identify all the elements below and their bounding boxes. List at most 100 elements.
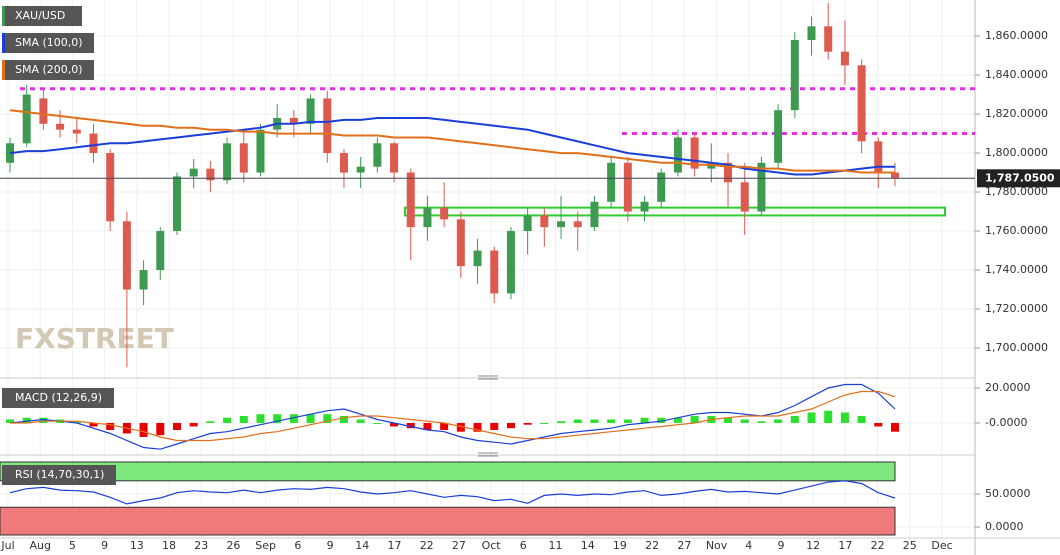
candle-body [22,94,31,144]
x-tick-label: 9 [101,539,108,552]
histogram-bar [156,422,165,436]
histogram-bar [523,422,532,425]
candle-body [607,162,616,202]
histogram-bar [690,415,699,423]
histogram-bar [590,419,599,423]
legend-label: SMA (200,0) [15,63,83,76]
x-tick-label: 19 [613,539,627,552]
legend-label: XAU/USD [15,9,65,22]
candle-body [590,201,599,228]
sma-line [9,117,895,176]
candle-body [623,162,632,212]
histogram-bar [540,422,549,424]
histogram-bar [223,417,232,423]
histogram-bar [306,414,315,423]
candle-body [256,129,265,173]
histogram-bar [356,419,365,423]
histogram-bar [6,419,14,423]
histogram-bar [239,415,248,423]
histogram-bar [189,422,198,427]
y-tick-label: 1,700.0000 [985,341,1048,354]
last-price-box [977,169,1060,188]
y-tick-label: -0.0000 [985,416,1027,429]
candle-body [891,172,899,179]
sma-line [9,109,895,174]
x-tick-label: 12 [806,539,820,552]
candle-body [506,231,515,294]
histogram-bar [557,421,566,423]
candle-body [440,207,449,220]
candle-body [189,168,198,177]
legend-box [2,60,94,80]
candle-body [657,172,666,202]
histogram-bar [89,422,98,427]
candle-body [540,215,549,228]
histogram-bar [406,422,415,429]
y-tick-label: 1,840.0000 [985,68,1048,81]
candle-body [724,162,733,183]
x-tick-label: 17 [387,539,401,552]
candle-body [239,143,248,173]
histogram-bar [891,422,899,432]
grip [478,375,498,457]
histogram-bar [22,417,31,423]
candle-body [774,110,783,163]
legend-swatch [2,6,5,26]
candle-body [673,137,682,173]
histogram-bar [573,419,582,423]
histogram-bar [790,415,799,423]
x-tick-label: Jul [0,539,14,552]
candle-body [423,207,432,228]
x-tick-label: Oct [482,539,502,552]
candle-body [89,133,98,154]
x-tick-label: 27 [677,539,691,552]
x-tick-label: 6 [294,539,301,552]
candle-body [206,168,215,181]
histogram-bar [172,422,181,430]
histogram-bar [673,417,682,423]
candle-body [740,182,749,212]
histogram-bar [423,422,432,430]
candle-body [406,172,415,228]
candle-body [857,65,866,142]
rsi-line [9,480,896,505]
candle-body [557,221,566,228]
x-tick-label: 22 [871,539,885,552]
candle-body [824,26,833,52]
candle-body [156,231,165,271]
candle-body [757,162,766,212]
y-tick-label: 1,860.0000 [985,29,1048,42]
overbought-band [0,461,896,482]
histogram-bar [824,410,833,423]
x-tick-label: 9 [327,539,334,552]
histogram-bar [39,417,48,423]
watermark: FXSTREET [15,322,174,355]
candle-body [289,117,298,124]
histogram-bar [640,417,649,423]
y-tick-label: 1,820.0000 [985,107,1048,120]
x-tick-label: 5 [69,539,76,552]
candle-body [790,39,799,111]
x-tick-label: 9 [777,539,784,552]
histogram-bar [657,417,666,423]
x-tick-label: 17 [838,539,852,552]
y-tick-label: 1,720.0000 [985,302,1048,315]
macd-line [10,390,896,442]
candle-body [339,153,348,173]
support-zone [404,206,946,217]
histogram-bar [724,417,733,423]
legend-box [2,388,114,408]
legend-label: RSI (14,70,30,1) [15,468,104,481]
candle-body [373,143,382,167]
legend-label: MACD (12,26,9) [15,391,102,404]
candle-body [39,98,48,124]
candle-body [523,215,532,232]
histogram-bar [607,419,616,423]
candle-body [874,141,883,173]
histogram-bar [857,415,866,423]
candle-body [323,98,332,154]
x-tick-label: Nov [706,539,728,552]
x-tick-label: 22 [420,539,434,552]
y-tick-label: 0.0000 [985,520,1024,533]
